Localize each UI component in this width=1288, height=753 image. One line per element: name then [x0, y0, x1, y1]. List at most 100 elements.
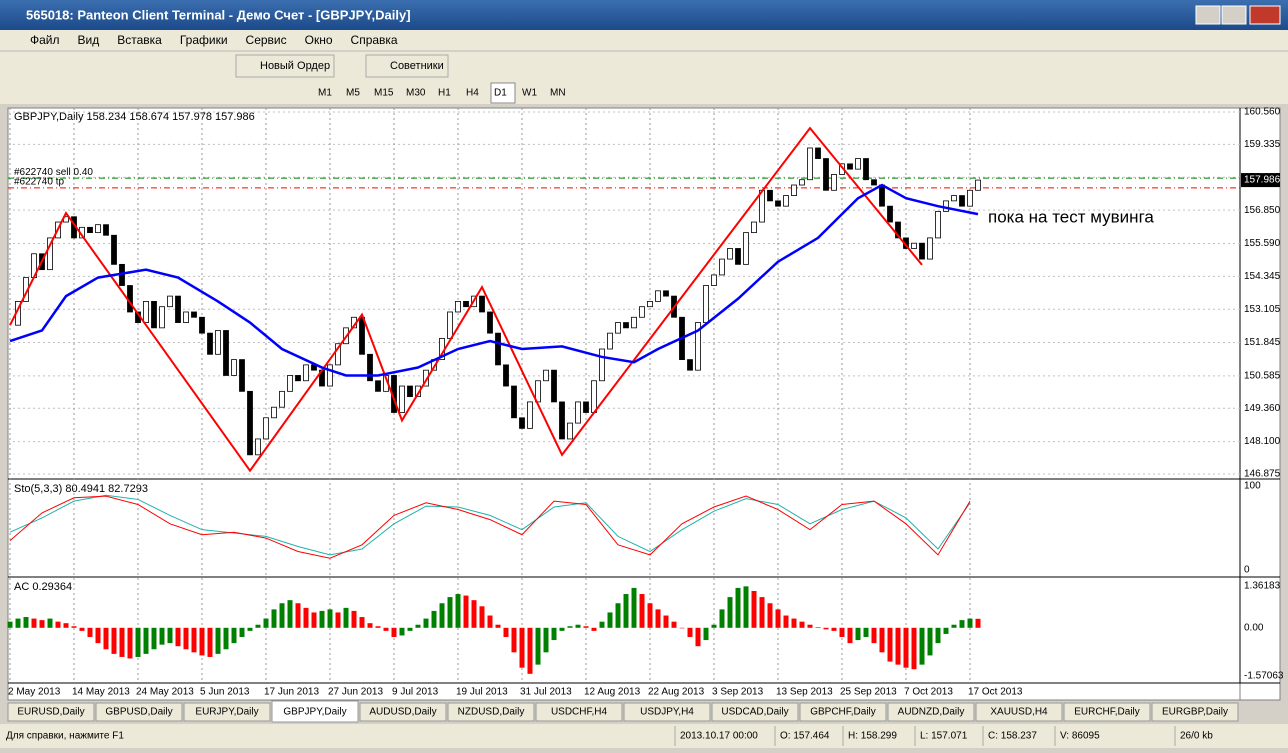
ac-bar — [408, 628, 413, 631]
timeframe-button[interactable]: H1 — [438, 88, 451, 99]
chart-tab-label: GBPJPY,Daily — [283, 707, 346, 718]
ac-bar — [456, 594, 461, 628]
ac-bar — [896, 628, 901, 665]
candle — [560, 402, 565, 439]
menu-item[interactable]: Справка — [351, 33, 398, 47]
minimize-button[interactable] — [1196, 6, 1220, 24]
ac-bar — [824, 628, 829, 630]
ac-bar — [816, 627, 821, 628]
ac-bar — [24, 617, 29, 628]
candle — [720, 259, 725, 275]
chart-tab-label: AUDUSD,Daily — [369, 707, 436, 718]
ac-bar — [920, 628, 925, 665]
candle — [704, 286, 709, 323]
ac-label: AC 0.29364 — [14, 581, 72, 593]
ac-bar — [104, 628, 109, 649]
ac-bar — [528, 628, 533, 674]
menu-item[interactable]: Файл — [30, 33, 60, 47]
ac-bar — [416, 625, 421, 628]
ac-bar — [32, 619, 37, 628]
close-button[interactable] — [1250, 6, 1280, 24]
menu-item[interactable]: Вставка — [117, 33, 162, 47]
candle — [544, 370, 549, 381]
ac-bar — [536, 628, 541, 665]
ac-bar — [848, 628, 853, 643]
menu-item[interactable]: Сервис — [246, 33, 287, 47]
ac-bar — [872, 628, 877, 643]
timeframe-button[interactable]: W1 — [522, 88, 537, 99]
timeframe-button[interactable]: M30 — [406, 88, 426, 99]
candle — [176, 296, 181, 322]
candle — [736, 248, 741, 264]
date-label: 13 Sep 2013 — [776, 687, 833, 698]
y-tick-label: 160.560 — [1244, 107, 1281, 118]
timeframe-button[interactable]: D1 — [494, 88, 507, 99]
candle — [784, 196, 789, 207]
ac-bar — [448, 597, 453, 628]
ac-bar — [304, 608, 309, 628]
ac-bar — [488, 616, 493, 628]
candle — [888, 206, 893, 222]
candle — [264, 418, 269, 439]
candle — [456, 301, 461, 312]
ac-bar — [752, 591, 757, 628]
timeframe-button[interactable]: H4 — [466, 88, 479, 99]
menu-item[interactable]: Графики — [180, 33, 228, 47]
chart-tab-label: AUDNZD,Daily — [898, 707, 965, 718]
candle — [584, 402, 589, 413]
candle — [712, 275, 717, 286]
timeframe-button[interactable]: MN — [550, 88, 566, 99]
ac-bar — [352, 611, 357, 628]
ac-bar — [936, 628, 941, 643]
ac-bar — [8, 622, 13, 628]
timeframe-button[interactable]: M5 — [346, 88, 360, 99]
candle — [792, 185, 797, 196]
timeframe-button[interactable]: M15 — [374, 88, 394, 99]
ac-bar — [384, 628, 389, 631]
chart-tab-label: EURUSD,Daily — [17, 707, 84, 718]
ac-bar — [776, 609, 781, 627]
candle — [232, 360, 237, 376]
chart-tab-label: EURJPY,Daily — [195, 707, 258, 718]
y-tick-label: 100 — [1244, 481, 1261, 492]
ac-bar — [64, 623, 69, 628]
ac-bar — [600, 622, 605, 628]
ac-bar — [272, 609, 277, 627]
candle — [616, 323, 621, 334]
candle — [632, 317, 637, 328]
candle — [488, 312, 493, 333]
ac-bar — [792, 619, 797, 628]
menu-item[interactable]: Окно — [305, 33, 333, 47]
candle — [112, 235, 117, 264]
candle — [648, 301, 653, 306]
candle — [512, 386, 517, 418]
timeframe-button[interactable]: M1 — [318, 88, 332, 99]
ac-bar — [200, 628, 205, 656]
ac-bar — [80, 628, 85, 631]
ac-bar — [208, 628, 213, 657]
status-text: V: 86095 — [1060, 731, 1100, 742]
y-tick-label: 146.875 — [1244, 469, 1281, 480]
ac-bar — [296, 603, 301, 628]
ac-bar — [240, 628, 245, 637]
candle — [408, 386, 413, 397]
ac-bar — [760, 597, 765, 628]
candle — [968, 190, 973, 206]
ac-bar — [616, 603, 621, 628]
ac-bar — [880, 628, 885, 653]
ac-bar — [472, 600, 477, 628]
maximize-button[interactable] — [1222, 6, 1246, 24]
y-tick-label: 150.585 — [1244, 371, 1281, 382]
candle — [960, 196, 965, 207]
ac-bar — [376, 626, 381, 628]
menu-item[interactable]: Вид — [78, 33, 100, 47]
status-text: O: 157.464 — [780, 731, 830, 742]
chart-tab-label: GBPCHF,Daily — [810, 707, 876, 718]
ac-bar — [656, 609, 661, 627]
status-text: H: 158.299 — [848, 731, 897, 742]
ac-bar — [912, 628, 917, 669]
ac-bar — [192, 628, 197, 653]
ac-bar — [464, 596, 469, 628]
ac-bar — [608, 612, 613, 627]
ac-bar — [840, 628, 845, 637]
